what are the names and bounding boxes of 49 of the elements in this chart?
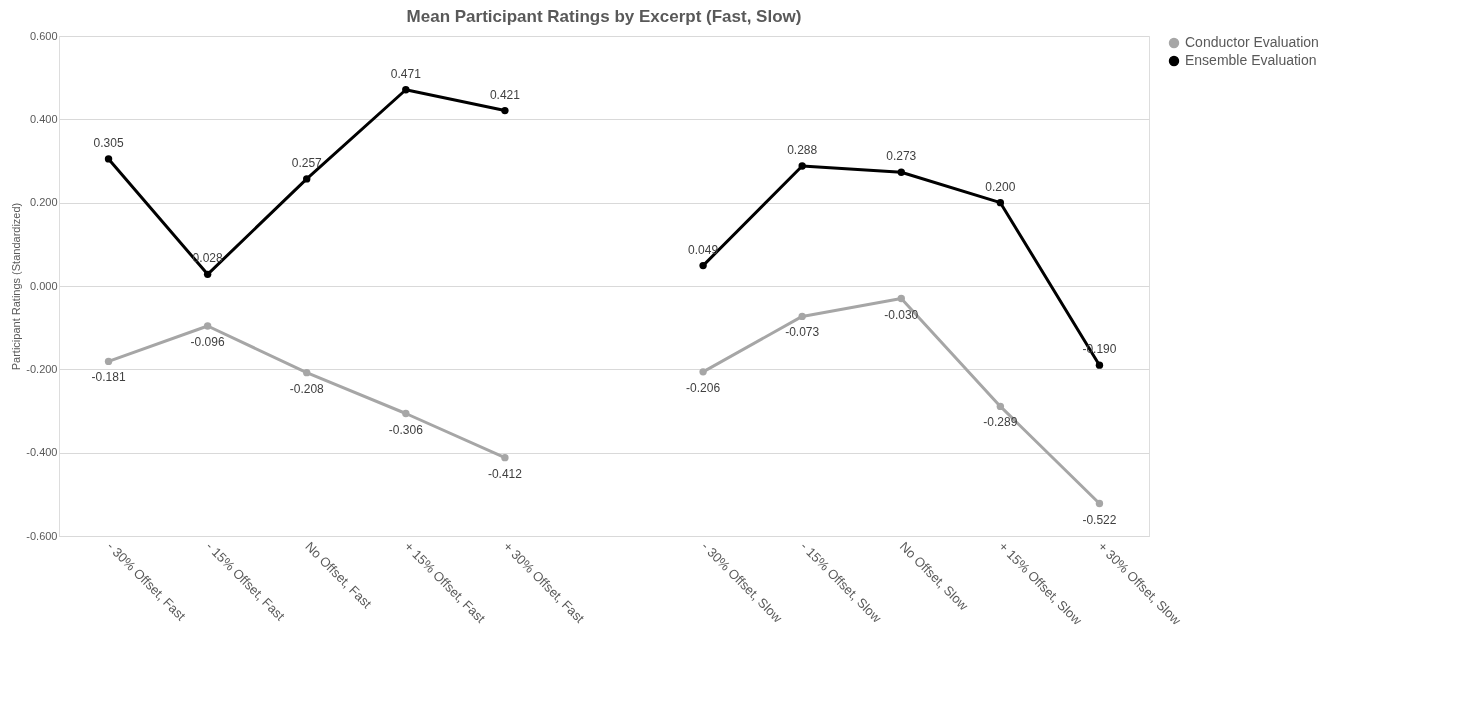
data-label: -0.306	[388, 422, 424, 437]
y-axis-title: Participant Ratings (Standardized)	[10, 202, 23, 371]
data-label: 0.305	[93, 135, 124, 150]
point	[699, 261, 707, 270]
y-tick-label: -0.600	[26, 529, 58, 542]
data-label: 0.288	[787, 143, 818, 157]
data-label: 0.273	[886, 149, 917, 164]
y-tick-label: -0.200	[26, 362, 58, 375]
data-label: -0.030	[884, 307, 919, 322]
point	[798, 312, 806, 321]
point	[303, 368, 311, 377]
point	[1095, 361, 1104, 369]
point	[402, 409, 410, 418]
point	[501, 453, 509, 462]
y-tick-label: 0.600	[29, 29, 58, 42]
point	[104, 155, 113, 163]
point	[897, 294, 905, 303]
point	[897, 168, 905, 176]
data-label: -0.289	[983, 415, 1018, 430]
data-label: 0.200	[985, 179, 1016, 194]
point	[501, 106, 509, 115]
point	[798, 162, 806, 170]
point	[203, 322, 212, 330]
data-label: -0.208	[289, 381, 325, 396]
legend-label: Ensemble Evaluation	[1185, 52, 1317, 68]
data-label: -0.412	[487, 466, 523, 481]
point	[203, 270, 212, 279]
point	[699, 368, 707, 376]
data-label: -0.073	[785, 325, 820, 340]
data-label: 0.257	[291, 155, 323, 170]
point	[104, 357, 113, 366]
point	[996, 402, 1005, 411]
point	[402, 86, 410, 94]
legend-label: Conductor Evaluation	[1185, 34, 1319, 50]
data-label: -0.206	[686, 380, 721, 395]
y-tick-label: -0.400	[26, 446, 58, 459]
chart-title: Mean Participant Ratings by Excerpt (Fast, Slow)	[406, 7, 802, 26]
data-label: -0.522	[1082, 512, 1117, 527]
y-tick-label: 0.000	[29, 279, 58, 292]
data-label: -0.096	[190, 335, 225, 349]
point	[1095, 499, 1104, 508]
data-label: 0.471	[390, 66, 422, 81]
data-label: 0.049	[688, 242, 719, 257]
point	[303, 175, 311, 183]
data-label: 0.421	[489, 87, 521, 102]
point	[996, 198, 1005, 207]
y-tick-label: 0.200	[29, 196, 58, 209]
data-label: -0.181	[91, 370, 126, 385]
y-tick-label: 0.400	[29, 112, 58, 125]
